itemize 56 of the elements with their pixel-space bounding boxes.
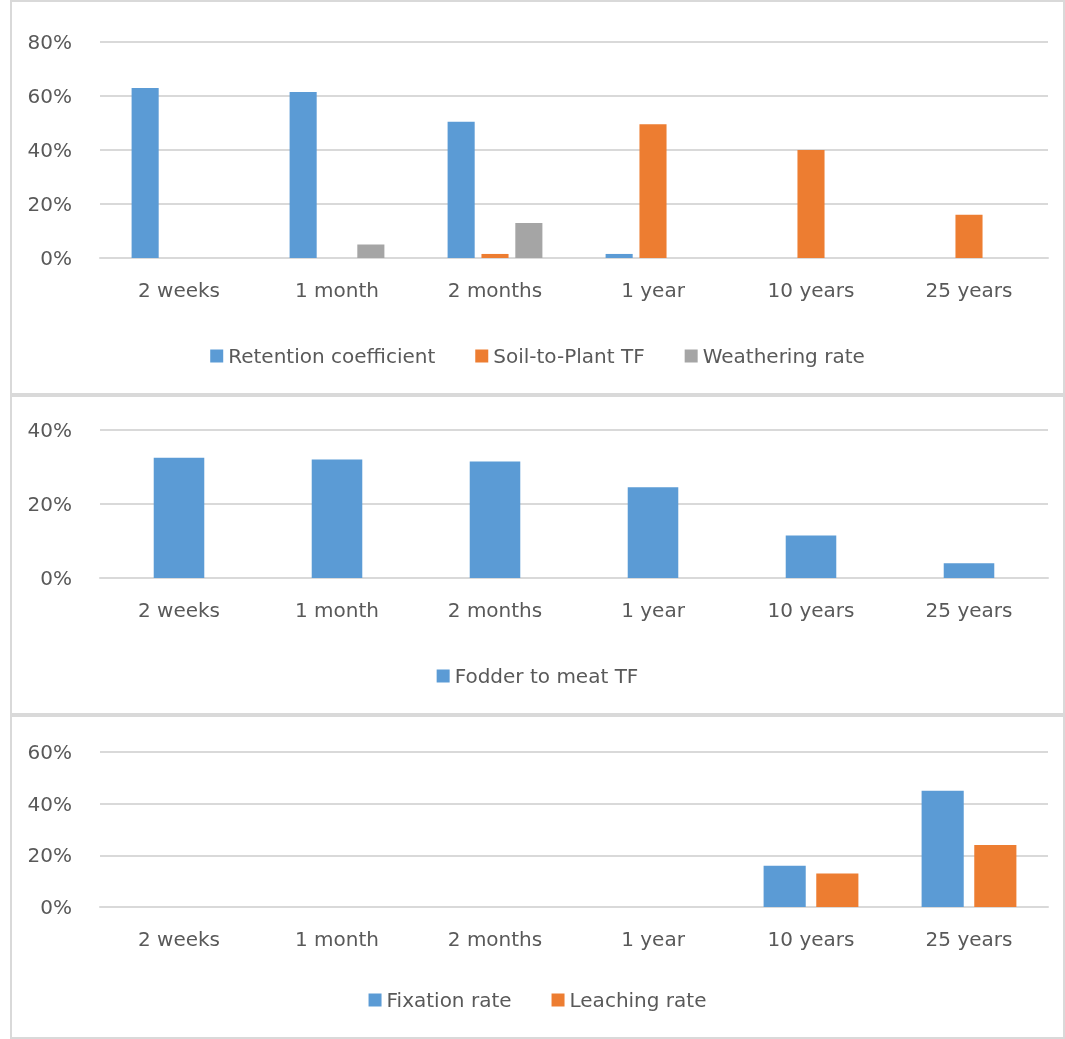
x-tick-label: 10 years	[767, 598, 855, 622]
bar	[447, 121, 475, 258]
y-tick-label: 60%	[27, 740, 72, 764]
y-tick-label: 20%	[27, 492, 72, 516]
bar	[469, 461, 521, 578]
y-tick-label: 80%	[27, 30, 72, 54]
bar	[974, 845, 1017, 907]
bar	[357, 244, 385, 258]
bar	[311, 459, 363, 578]
bar	[943, 563, 995, 578]
x-tick-label: 2 months	[447, 278, 543, 302]
bar	[515, 222, 543, 258]
y-tick-label: 40%	[27, 791, 72, 816]
bar	[481, 253, 509, 258]
bar	[816, 873, 859, 907]
bar	[639, 124, 667, 258]
x-tick-label: 25 years	[925, 927, 1013, 951]
y-tick-label: 20%	[27, 192, 72, 216]
x-tick-label: 1 year	[621, 598, 686, 622]
bar	[131, 87, 159, 258]
x-tick-label: 1 month	[295, 927, 379, 951]
bar	[921, 790, 964, 907]
x-tick-label: 2 months	[447, 598, 543, 622]
y-tick-label: 0%	[40, 246, 72, 270]
y-tick-label: 0%	[40, 566, 72, 590]
x-tick-label: 2 weeks	[137, 927, 221, 951]
legend-label: Leaching rate	[569, 988, 707, 1012]
legend-label: Soil-to-Plant TF	[493, 344, 645, 368]
y-tick-label: 0%	[40, 895, 72, 919]
y-tick-label: 40%	[27, 418, 72, 442]
x-tick-label: 1 month	[295, 598, 379, 622]
y-tick-label: 40%	[27, 138, 72, 162]
x-tick-label: 10 years	[767, 927, 855, 951]
bar	[797, 150, 825, 258]
legend-label: Fixation rate	[386, 988, 512, 1012]
bar	[289, 91, 317, 258]
x-tick-label: 1 month	[295, 278, 379, 302]
x-tick-label: 2 months	[447, 927, 543, 951]
bar	[605, 253, 633, 258]
bar	[763, 865, 806, 907]
x-tick-label: 1 year	[621, 927, 686, 951]
x-tick-label: 2 weeks	[137, 278, 221, 302]
x-tick-label: 25 years	[925, 598, 1013, 622]
legend-label: Fodder to meat TF	[454, 664, 639, 688]
legend-label: Retention coefficient	[228, 344, 436, 368]
y-tick-label: 60%	[27, 84, 72, 108]
bar	[153, 457, 205, 578]
x-tick-label: 2 weeks	[137, 598, 221, 622]
bar	[785, 535, 837, 578]
x-tick-label: 10 years	[767, 278, 855, 302]
x-tick-label: 1 year	[621, 278, 686, 302]
y-tick-label: 20%	[27, 843, 72, 868]
legend-label: Weathering rate	[702, 344, 865, 368]
bar	[627, 487, 679, 578]
x-tick-label: 25 years	[925, 278, 1013, 302]
bar	[955, 214, 983, 258]
